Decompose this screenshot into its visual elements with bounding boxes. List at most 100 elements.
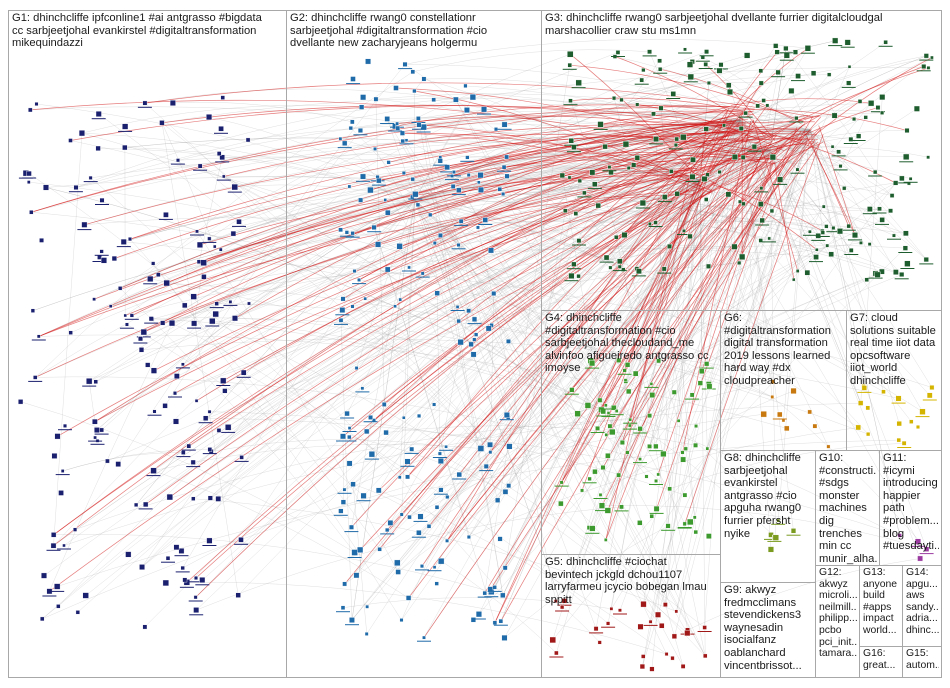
node-g3 (621, 231, 628, 238)
node-g3 (877, 206, 882, 212)
edge (366, 51, 707, 432)
edge (669, 246, 869, 435)
group-panel-g4[interactable]: G4: dhinchcliffe #digitaltransformation … (541, 310, 721, 555)
group-label-g3: G3: dhinchcliffe rwang0 sarbjeetjohal dv… (545, 12, 883, 37)
node-g2 (364, 632, 369, 636)
group-panel-g6[interactable]: G6: #digitaltransformation digital trans… (720, 310, 847, 451)
node-g1 (216, 151, 222, 156)
edge (144, 82, 814, 118)
group-panel-g12[interactable]: G12: akwyz microli... neilmill... philip… (815, 565, 860, 678)
node-g3 (899, 272, 905, 278)
edge (676, 149, 771, 612)
node-g2 (396, 243, 403, 250)
node-g7 (861, 385, 868, 391)
node-g2 (375, 487, 382, 494)
node-g1 (63, 423, 67, 428)
node-g1 (230, 230, 237, 237)
node-g1 (160, 320, 166, 326)
node-g2 (399, 512, 404, 517)
node-g2 (438, 487, 444, 493)
node-g4 (637, 426, 643, 432)
group-panel-g15[interactable]: G15: autom... (902, 646, 942, 678)
node-g1 (218, 247, 223, 252)
group-panel-g16[interactable]: G16: great... (859, 646, 903, 678)
node-g2 (358, 197, 364, 203)
edge (414, 117, 797, 201)
node-g3 (571, 261, 577, 267)
node-g2 (502, 565, 508, 571)
node-g1 (142, 100, 148, 106)
node-g3 (930, 55, 934, 60)
edge (624, 191, 705, 371)
group-label-g2: G2: dhinchcliffe rwang0 constellationr s… (290, 12, 488, 50)
node-g1 (30, 308, 35, 313)
node-g4 (611, 405, 617, 411)
node-g1 (148, 316, 154, 322)
node-g2 (482, 590, 487, 596)
group-panel-g3[interactable]: G3: dhinchcliffe rwang0 sarbjeetjohal dv… (541, 10, 942, 311)
node-g3 (795, 73, 801, 79)
group-panel-g1[interactable]: G1: dhinchcliffe ipfconline1 #ai antgras… (8, 10, 287, 678)
node-g2 (347, 184, 352, 189)
edge (601, 505, 927, 550)
group-panel-g8[interactable]: G8: dhinchcliffe sarbjeetjohal evankirst… (720, 450, 816, 583)
node-g2 (373, 147, 377, 151)
group-panel-g10[interactable]: G10: #constructi... #sdgs monster machin… (815, 450, 880, 566)
group-panel-g5[interactable]: G5: dhinchcliffe #ciochat bevintech jckg… (541, 554, 721, 678)
node-g4 (653, 505, 660, 512)
node-g2 (483, 463, 489, 469)
node-g2 (465, 155, 470, 160)
edge (622, 129, 811, 443)
node-g5 (641, 654, 646, 659)
node-g3 (658, 67, 663, 72)
group-panel-g2[interactable]: G2: dhinchcliffe rwang0 constellationr s… (286, 10, 542, 678)
group-panel-g14[interactable]: G14: apgu... aws sandy... adria... dhinc… (902, 565, 942, 647)
group-panel-g7[interactable]: G7: cloud solutions suitable real time i… (846, 310, 942, 451)
edge (678, 149, 771, 421)
node-g1 (150, 467, 157, 474)
node-g3 (820, 230, 825, 235)
edge (570, 97, 745, 112)
edge (370, 147, 771, 191)
node-g3 (852, 117, 857, 122)
edge (351, 149, 771, 621)
node-g1 (34, 102, 39, 106)
node-g3 (831, 112, 838, 119)
edge (240, 176, 508, 540)
node-g3 (602, 143, 608, 150)
edge (458, 220, 906, 246)
node-g3 (701, 175, 708, 182)
edge (809, 129, 927, 260)
edge (600, 112, 754, 125)
edge (607, 395, 653, 624)
node-g6 (777, 411, 783, 418)
group-panel-g11[interactable]: G11: #icymi introducing happier path #pr… (879, 450, 942, 566)
node-g8 (772, 534, 779, 541)
node-g1 (222, 388, 228, 394)
edge (53, 179, 701, 546)
group-label-g7: G7: cloud solutions suitable real time i… (850, 312, 936, 387)
edge (196, 149, 771, 611)
edge (209, 148, 376, 239)
group-panel-g9[interactable]: G9: akwyz fredmcclimans stevendickens3 w… (720, 582, 816, 678)
node-g3 (902, 245, 908, 251)
node-g2 (421, 76, 427, 82)
edge (38, 134, 735, 337)
node-g2 (477, 172, 484, 179)
edge (395, 104, 745, 127)
edge (414, 199, 902, 275)
edge (153, 176, 364, 371)
node-g3 (893, 269, 899, 275)
edge (150, 278, 900, 536)
edge (205, 119, 741, 419)
node-g7 (865, 405, 871, 411)
node-g2 (338, 136, 343, 141)
nodes (18, 37, 937, 672)
edge (618, 179, 701, 361)
node-g2 (407, 265, 411, 270)
edge (494, 179, 701, 588)
node-g1 (228, 300, 233, 304)
edge (199, 165, 491, 445)
edge (125, 142, 816, 316)
edge (75, 67, 929, 188)
